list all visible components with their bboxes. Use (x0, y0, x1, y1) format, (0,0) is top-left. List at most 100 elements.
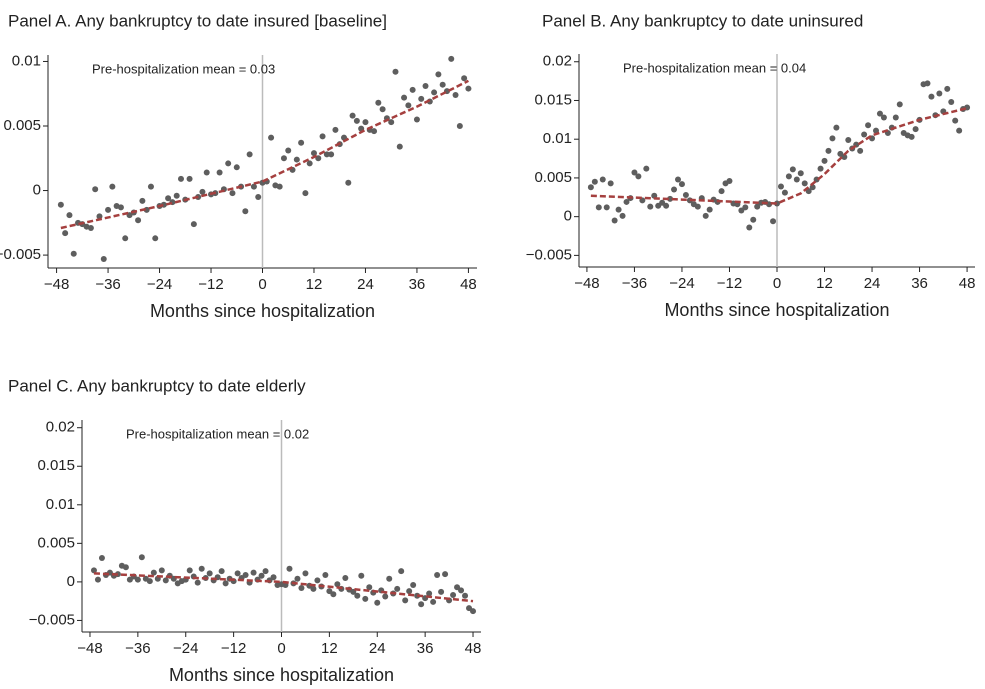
data-point (134, 576, 141, 583)
data-point (452, 92, 459, 99)
data-point (354, 592, 361, 599)
x-tick-label: 24 (864, 275, 881, 292)
data-point (66, 212, 73, 219)
data-point (135, 217, 142, 224)
data-point (631, 169, 638, 176)
data-point (250, 569, 257, 576)
data-point (409, 86, 416, 93)
data-point (165, 195, 172, 202)
data-point (742, 204, 749, 211)
data-point (349, 112, 356, 119)
x-tick-label: 48 (465, 640, 482, 657)
data-point (789, 166, 796, 173)
data-point (139, 197, 146, 204)
data-point (298, 139, 305, 146)
data-point (122, 235, 129, 242)
data-point (438, 588, 445, 595)
data-point (362, 595, 369, 602)
x-tick-label: −48 (44, 276, 69, 293)
data-point (402, 597, 409, 604)
data-point (774, 200, 780, 207)
data-point (379, 106, 386, 113)
data-point (328, 151, 335, 158)
data-point (322, 571, 329, 578)
data-point (623, 198, 630, 205)
data-point (456, 123, 463, 129)
data-point (270, 574, 277, 581)
data-point (948, 99, 955, 106)
x-tick-label: 0 (258, 276, 266, 293)
annotation: Pre-hospitalization mean = 0.03 (92, 61, 275, 76)
data-point (146, 578, 153, 585)
data-point (952, 117, 959, 124)
fit-line (93, 572, 474, 603)
y-tick-label: 0 (33, 182, 41, 199)
y-tick-label: −0.005 (0, 246, 41, 263)
data-point (323, 151, 330, 158)
data-point (398, 568, 405, 575)
data-point (90, 567, 97, 574)
data-point (225, 160, 232, 167)
data-point (615, 206, 622, 213)
data-point (829, 135, 836, 142)
data-point (218, 568, 225, 575)
data-point (70, 250, 77, 257)
data-point (138, 554, 145, 561)
y-tick-label: 0.01 (543, 130, 572, 147)
y-tick-label: 0 (67, 573, 75, 590)
data-point (462, 592, 469, 599)
x-tick-label: −12 (221, 640, 246, 657)
data-point (591, 178, 598, 185)
x-tick-label: 36 (911, 275, 928, 292)
data-point (587, 184, 594, 191)
data-point (908, 133, 915, 140)
annotation: Pre-hospitalization mean = 0.02 (126, 426, 309, 441)
data-point (439, 81, 446, 88)
x-axis-label: Months since hospitalization (150, 301, 375, 321)
data-point (62, 230, 69, 237)
data-point (268, 134, 275, 141)
x-tick-label: 12 (816, 275, 833, 292)
fit-line (590, 107, 968, 205)
data-point (222, 580, 229, 587)
data-point (430, 598, 437, 605)
data-point (310, 150, 317, 157)
data-point (310, 585, 317, 592)
data-point (801, 180, 808, 187)
data-point (410, 581, 417, 588)
data-point (651, 192, 658, 199)
data-point (314, 577, 321, 584)
x-tick-label: 24 (369, 640, 386, 657)
data-point (434, 571, 441, 578)
data-point (375, 99, 382, 106)
y-tick-label: 0.02 (543, 53, 572, 70)
data-point (924, 80, 931, 87)
data-point (92, 186, 99, 193)
data-point (117, 204, 124, 211)
data-point (229, 190, 236, 197)
data-point (276, 183, 283, 190)
data-point (785, 173, 792, 180)
data-point (206, 570, 213, 577)
data-point (250, 183, 257, 190)
data-point (294, 575, 301, 582)
data-point (162, 577, 169, 584)
data-point (770, 218, 777, 225)
data-point (754, 203, 761, 210)
data-point (702, 212, 709, 219)
data-point (158, 567, 165, 574)
data-point (280, 155, 287, 162)
x-tick-label: 36 (409, 276, 426, 293)
data-point (342, 575, 349, 582)
data-point (793, 176, 800, 183)
data-point (152, 235, 159, 242)
y-tick-label: 0.005 (534, 169, 572, 186)
x-tick-label: 12 (306, 276, 323, 293)
data-point (258, 572, 265, 579)
x-tick-label: −48 (574, 275, 599, 292)
data-point (809, 184, 816, 191)
data-point (861, 131, 868, 138)
data-point (190, 221, 197, 228)
data-point (647, 203, 654, 210)
data-point (928, 93, 935, 100)
